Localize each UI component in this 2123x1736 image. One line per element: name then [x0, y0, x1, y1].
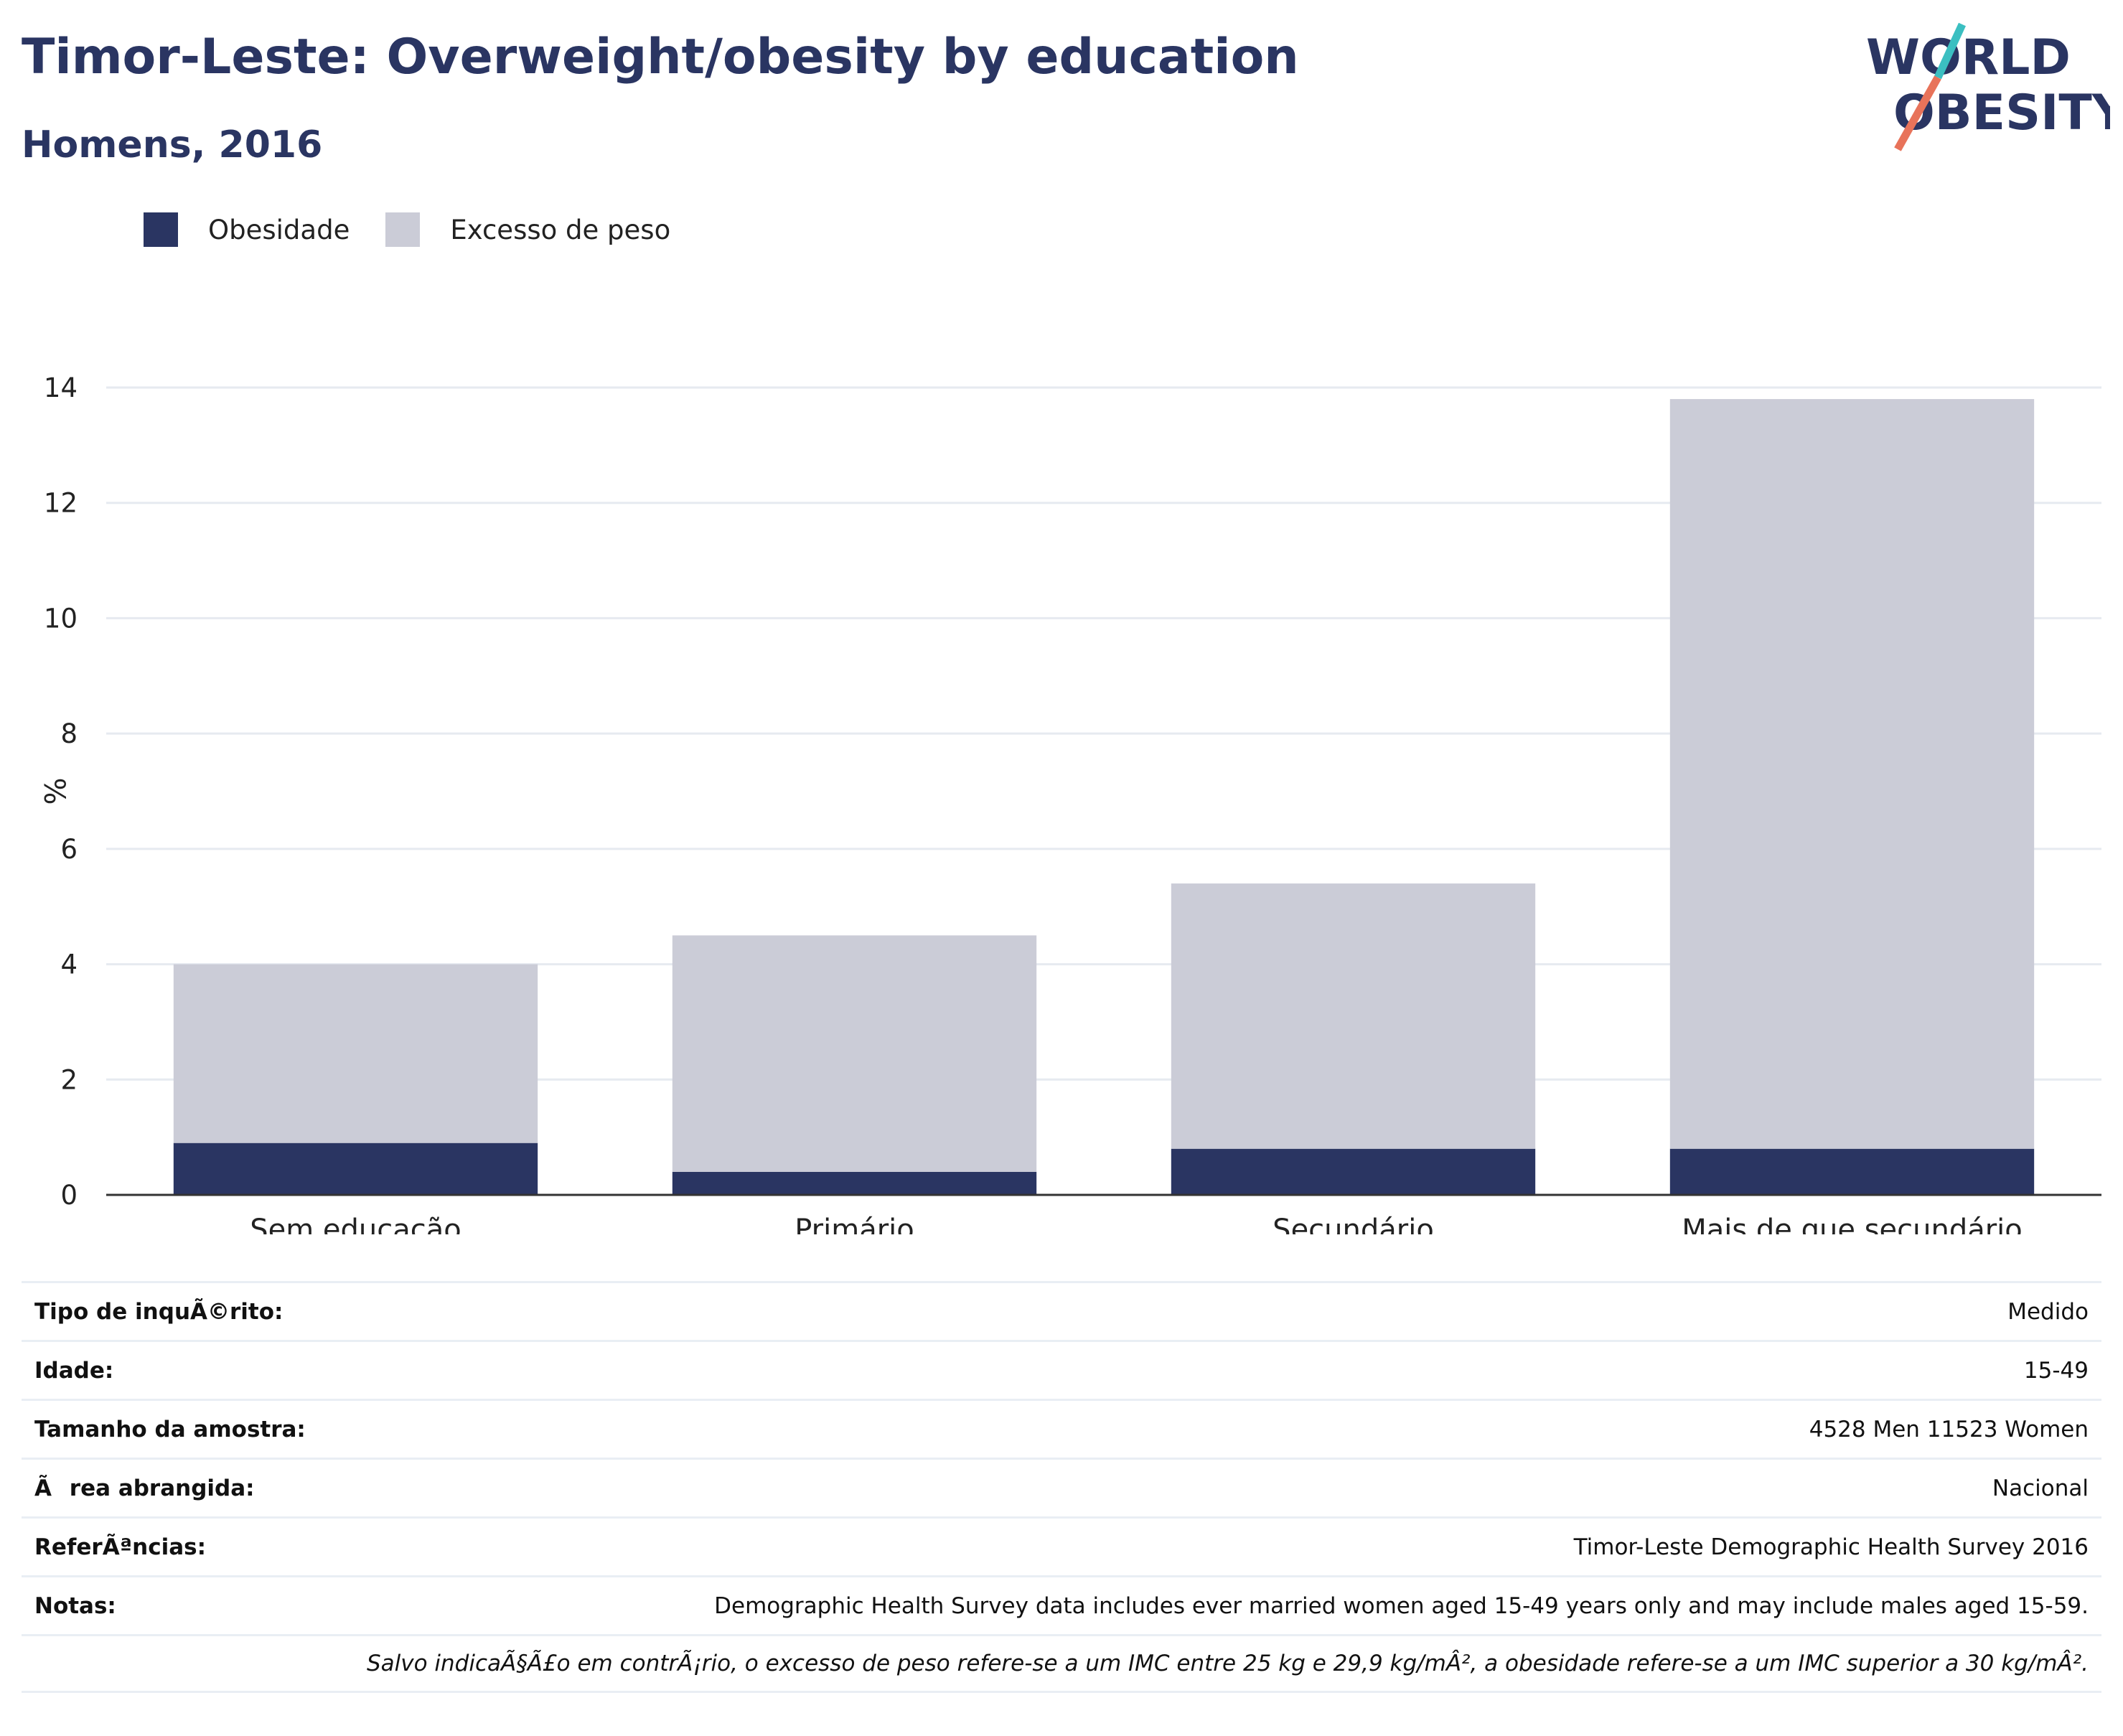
- legend-swatch-obesidade: [144, 212, 178, 247]
- info-row: Notas: Demographic Health Survey data inc…: [22, 1575, 2101, 1634]
- info-value: 4528 Men 11523 Women: [1809, 1416, 2089, 1442]
- y-axis-label: %: [37, 777, 70, 804]
- info-footnote: Salvo indicaÃ§Ã£o em contrÃ¡rio, o exces…: [366, 1651, 2089, 1676]
- chart-title: Timor-Leste: Overweight/obesity by educa…: [22, 29, 1299, 85]
- chart-subtitle: Homens, 2016: [22, 123, 323, 166]
- info-label: Tipo de inquÃ©rito:: [34, 1298, 283, 1325]
- y-tick-label: 14: [44, 372, 78, 403]
- legend-item-obesidade[interactable]: Obesidade: [144, 212, 350, 247]
- legend-item-excesso-de-peso[interactable]: Excesso de peso: [385, 212, 670, 247]
- info-value: 15-49: [2023, 1357, 2089, 1384]
- y-tick-labels: 0 2 4 6 8 10 12 14: [44, 372, 78, 1211]
- bars: [173, 399, 2035, 1195]
- y-tick-label: 6: [60, 834, 78, 865]
- world-obesity-logo: WORLD OBESITY: [1866, 22, 2110, 151]
- legend-label-obesidade: Obesidade: [208, 214, 350, 245]
- info-value: Medido: [2007, 1298, 2089, 1325]
- info-label: Tamanho da amostra:: [34, 1416, 306, 1442]
- y-tick-label: 0: [60, 1180, 78, 1211]
- y-tick-label: 4: [60, 949, 78, 980]
- info-footnote-row: Salvo indicaÃ§Ã£o em contrÃ¡rio, o exces…: [22, 1634, 2101, 1693]
- info-label: Idade:: [34, 1357, 114, 1384]
- x-tick-label: Secundário: [1273, 1214, 1434, 1234]
- logo-slash-bottom: [1894, 75, 1941, 151]
- bar-excesso-de-peso[interactable]: [672, 935, 1037, 1172]
- info-label: ReferÃªncias:: [34, 1534, 207, 1560]
- info-value: Nacional: [1992, 1475, 2089, 1501]
- bar-obesidade[interactable]: [1669, 1148, 2035, 1195]
- bar-excesso-de-peso[interactable]: [173, 964, 538, 1143]
- bar-obesidade[interactable]: [1171, 1148, 1536, 1195]
- bar-excesso-de-peso[interactable]: [1171, 883, 1536, 1149]
- bar-obesidade[interactable]: [173, 1143, 538, 1195]
- survey-info-table: Tipo de inquÃ©rito: Medido Idade: 15-49 Tama…: [22, 1281, 2101, 1693]
- info-value: Demographic Health Survey data includes …: [714, 1592, 2089, 1619]
- info-row: ReferÃªncias: Timor-Leste Demographic Hea…: [22, 1516, 2101, 1575]
- x-tick-labels: Sem educação Primário Secundário Mais de qu…: [250, 1214, 2023, 1234]
- x-tick-label: Sem educação: [250, 1214, 461, 1234]
- info-value: Timor-Leste Demographic Health Survey 20…: [1573, 1534, 2089, 1560]
- y-tick-label: 12: [44, 488, 78, 519]
- info-row: Idade: 15-49: [22, 1340, 2101, 1399]
- y-tick-label: 2: [60, 1064, 78, 1095]
- y-tick-label: 8: [60, 718, 78, 749]
- legend-swatch-excesso-de-peso: [385, 212, 421, 247]
- x-tick-label: Primário: [795, 1214, 914, 1234]
- info-label: Notas:: [34, 1592, 116, 1619]
- info-row: Tamanho da amostra: 4528 Men 11523 Women: [22, 1399, 2101, 1458]
- legend-label-excesso-de-peso: Excesso de peso: [450, 214, 671, 245]
- bar-chart: 0 2 4 6 8 10 12 14 Sem educação Primário Secundár…: [37, 372, 2101, 1234]
- info-row: Tipo de inquÃ©rito: Medido: [22, 1281, 2101, 1340]
- bar-obesidade[interactable]: [672, 1171, 1037, 1195]
- info-label: Ãrea abrangida:: [34, 1475, 255, 1501]
- info-row: Ãrea abrangida: Nacional: [22, 1458, 2101, 1516]
- logo-line1: WORLD: [1866, 29, 2071, 86]
- logo-slash-top: [1934, 22, 1966, 80]
- y-tick-label: 10: [44, 603, 78, 634]
- legend: Obesidade Excesso de peso: [144, 212, 706, 247]
- bar-excesso-de-peso[interactable]: [1669, 399, 2035, 1149]
- x-tick-label: Mais de que secundário: [1682, 1214, 2023, 1234]
